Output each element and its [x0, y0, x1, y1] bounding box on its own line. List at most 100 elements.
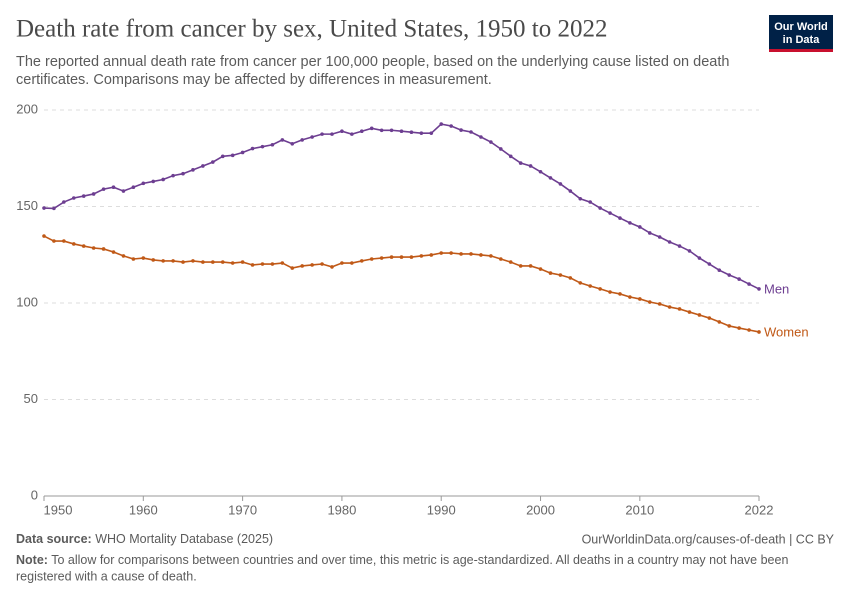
y-tick-label: 0	[31, 487, 38, 502]
point	[548, 271, 553, 275]
point	[330, 132, 334, 136]
y-tick-label: 100	[16, 294, 38, 309]
point	[181, 260, 185, 264]
point	[359, 259, 364, 263]
point	[201, 260, 205, 264]
logo[interactable]: Our World in Data	[769, 15, 833, 52]
point	[52, 206, 56, 211]
source-text: WHO Mortality Database (2025)	[95, 532, 273, 546]
point	[379, 256, 384, 260]
point	[677, 307, 682, 311]
note-text: registered with a cause of death.	[16, 569, 197, 583]
point	[131, 257, 136, 261]
point	[191, 259, 195, 263]
point	[300, 264, 304, 268]
point	[71, 196, 76, 200]
point	[568, 189, 573, 193]
subtitle: The reported annual death rate from canc…	[16, 54, 729, 70]
point	[240, 150, 245, 155]
point	[320, 262, 324, 266]
point	[667, 305, 672, 309]
point	[638, 297, 642, 301]
point	[608, 290, 612, 294]
point	[558, 182, 563, 186]
note-text: To allow for comparisons between countri…	[51, 553, 788, 567]
url[interactable]: OurWorldinData.org/causes-of-death | CC …	[582, 532, 835, 546]
point	[399, 255, 404, 259]
point	[211, 260, 215, 264]
point	[687, 310, 692, 314]
point	[201, 164, 205, 168]
point	[459, 252, 463, 256]
point	[409, 130, 414, 134]
point	[657, 302, 662, 306]
point	[479, 253, 483, 257]
x-tick-label: 1990	[427, 502, 456, 517]
point	[429, 253, 434, 257]
point	[300, 138, 304, 142]
point	[161, 259, 165, 263]
point	[340, 129, 344, 134]
x-tick-label: 2022	[745, 502, 774, 517]
point	[677, 244, 682, 248]
point	[558, 273, 563, 277]
series-label: Women	[764, 324, 809, 339]
logo-text: Our World	[774, 21, 828, 33]
point	[499, 147, 503, 151]
point	[757, 287, 761, 291]
x-tick-label: 1950	[44, 502, 73, 517]
point	[538, 169, 543, 174]
point	[181, 171, 185, 176]
point	[638, 225, 642, 229]
source: Data source: WHO Mortality Database (202…	[16, 532, 273, 546]
point	[697, 256, 702, 260]
point	[121, 189, 126, 193]
point	[508, 260, 513, 264]
point	[389, 255, 394, 259]
point	[290, 266, 295, 270]
point	[548, 176, 553, 180]
point	[211, 160, 215, 164]
point	[707, 262, 712, 266]
point	[171, 259, 175, 263]
point	[379, 128, 384, 133]
point	[727, 324, 732, 328]
subtitle: certificates. Comparisons may be affecte…	[16, 72, 492, 88]
point	[757, 330, 761, 334]
point	[250, 263, 255, 267]
point	[389, 128, 394, 133]
point	[439, 251, 444, 255]
point	[608, 211, 612, 215]
point	[81, 244, 86, 248]
point	[747, 282, 751, 286]
point	[42, 234, 46, 238]
point	[369, 126, 374, 131]
point	[707, 316, 712, 320]
point	[499, 257, 503, 261]
point	[667, 240, 672, 244]
point	[280, 261, 285, 265]
logo-text: in Data	[783, 34, 821, 46]
point	[489, 140, 493, 144]
point	[489, 254, 493, 258]
point	[598, 287, 602, 291]
point	[220, 154, 225, 159]
point	[101, 247, 106, 251]
point	[270, 262, 275, 266]
y-tick-label: 50	[24, 391, 38, 406]
chart-title: Death rate from cancer by sex, United St…	[16, 16, 608, 43]
point	[459, 128, 463, 132]
point	[518, 161, 523, 165]
point	[111, 185, 116, 189]
point	[479, 135, 483, 139]
point	[508, 154, 513, 159]
point	[449, 251, 453, 255]
point	[240, 260, 245, 264]
point	[171, 173, 175, 178]
point	[280, 138, 285, 142]
point	[687, 249, 692, 253]
point	[220, 260, 225, 264]
point	[598, 206, 602, 210]
point	[62, 200, 66, 204]
